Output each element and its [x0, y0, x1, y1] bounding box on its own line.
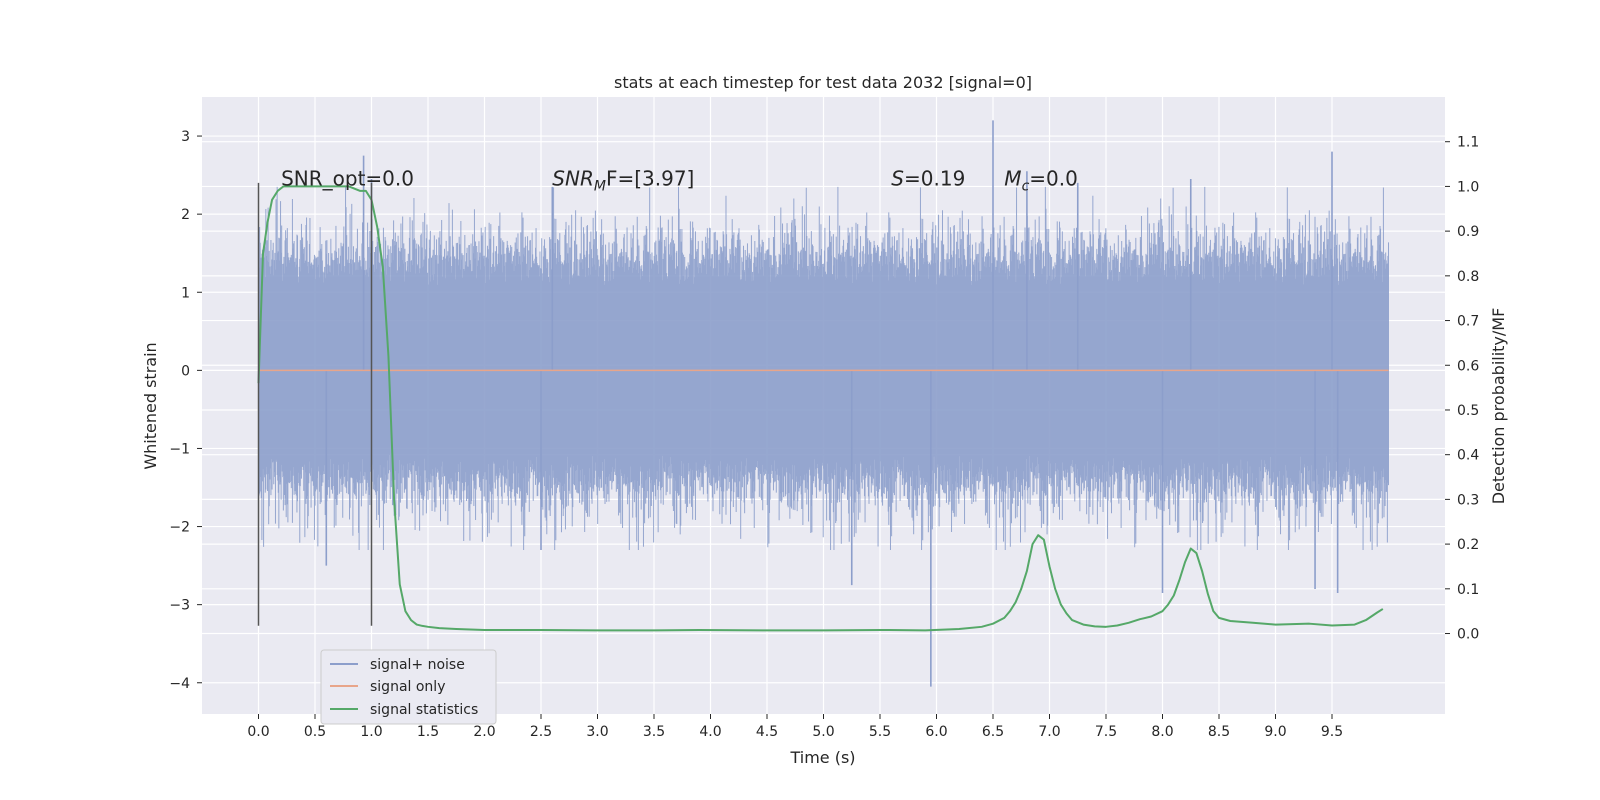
- chart-title: stats at each timestep for test data 203…: [614, 73, 1032, 92]
- y-tick-label: 2: [181, 207, 190, 223]
- x-ticks: 0.0 0.5 1.0 1.5 2.0 2.5 3.0 3.5 4.0 4.5 5.0 5.5 6.0 6…: [247, 714, 1343, 740]
- x-tick-label: 8.5: [1208, 724, 1230, 740]
- y2-tick-label: 0.0: [1457, 627, 1479, 643]
- y2-tick-label: 0.6: [1457, 358, 1479, 374]
- legend-label-signal-statistics: signal statistics: [370, 702, 478, 718]
- signal-statistics-line: [257, 185, 1384, 632]
- y2-tick-label: 0.4: [1457, 448, 1479, 464]
- annotation-text: S=0.19: [891, 166, 965, 190]
- x-tick-label: 5.0: [812, 724, 834, 740]
- y-tick-label: 1: [181, 285, 190, 301]
- x-tick-label: 1.0: [360, 724, 382, 740]
- y-tick-label: −4: [169, 676, 190, 692]
- annotation-text: Mc=0.0: [1004, 166, 1078, 194]
- x-tick-label: 6.5: [982, 724, 1004, 740]
- y2-tick-label: 0.3: [1457, 492, 1479, 508]
- x-tick-label: 7.0: [1038, 724, 1060, 740]
- y-tick-label: −2: [169, 520, 190, 536]
- legend-label-signal-only: signal only: [370, 679, 445, 695]
- annotation-text: SNR_opt=0.0: [281, 166, 414, 190]
- x-tick-label: 3.0: [586, 724, 608, 740]
- y-tick-label: 0: [181, 363, 190, 379]
- y2-tick-label: 0.8: [1457, 269, 1479, 285]
- y2-tick-label: 0.7: [1457, 314, 1479, 330]
- legend-box: [320, 649, 497, 725]
- x-tick-label: 7.5: [1095, 724, 1117, 740]
- y-tick-label: −1: [169, 441, 190, 457]
- annotations: SNR_opt=0.0 SNRMF=[3.97] S=0.19 Mc=0.0: [281, 166, 1078, 194]
- legend-label-signal-noise: signal+ noise: [370, 657, 465, 673]
- x-tick-label: 0.5: [304, 724, 326, 740]
- y-tick-label: −3: [169, 598, 190, 614]
- x-tick-label: 5.5: [869, 724, 891, 740]
- y2-axis-label: Detection probability/MF: [1489, 308, 1508, 505]
- y2-ticks: 0.0 0.1 0.2 0.3 0.4 0.5 0.6 0.7 0.8 0.9 1.0 1.1: [1445, 135, 1479, 643]
- x-tick-label: 6.0: [925, 724, 947, 740]
- y2-tick-label: 0.2: [1457, 537, 1479, 553]
- x-axis-label: Time (s): [789, 748, 855, 767]
- y-ticks: −4 −3 −2 −1 0 1 2 3: [169, 129, 202, 692]
- x-tick-label: 4.0: [699, 724, 721, 740]
- y2-tick-label: 0.1: [1457, 582, 1479, 598]
- y-axis-label: Whitened strain: [141, 342, 160, 469]
- y2-tick-label: 0.9: [1457, 224, 1479, 240]
- x-tick-label: 9.5: [1321, 724, 1343, 740]
- vlines-layer: [257, 182, 373, 626]
- y2-tick-label: 1.1: [1457, 135, 1479, 151]
- x-tick-label: 2.5: [530, 724, 552, 740]
- y-tick-label: 3: [181, 129, 190, 145]
- x-tick-label: 4.5: [756, 724, 778, 740]
- x-tick-label: 2.0: [473, 724, 495, 740]
- lines-layer: [257, 185, 1389, 632]
- legend: signal+ noise signal only signal statist…: [320, 649, 497, 725]
- y2-tick-label: 0.5: [1457, 403, 1479, 419]
- x-tick-label: 0.0: [247, 724, 269, 740]
- y2-tick-label: 1.0: [1457, 179, 1479, 195]
- x-tick-label: 8.0: [1151, 724, 1173, 740]
- x-tick-label: 1.5: [417, 724, 439, 740]
- x-tick-label: 3.5: [643, 724, 665, 740]
- annotation-text: SNRMF=[3.97]: [552, 166, 694, 194]
- x-tick-label: 9.0: [1264, 724, 1286, 740]
